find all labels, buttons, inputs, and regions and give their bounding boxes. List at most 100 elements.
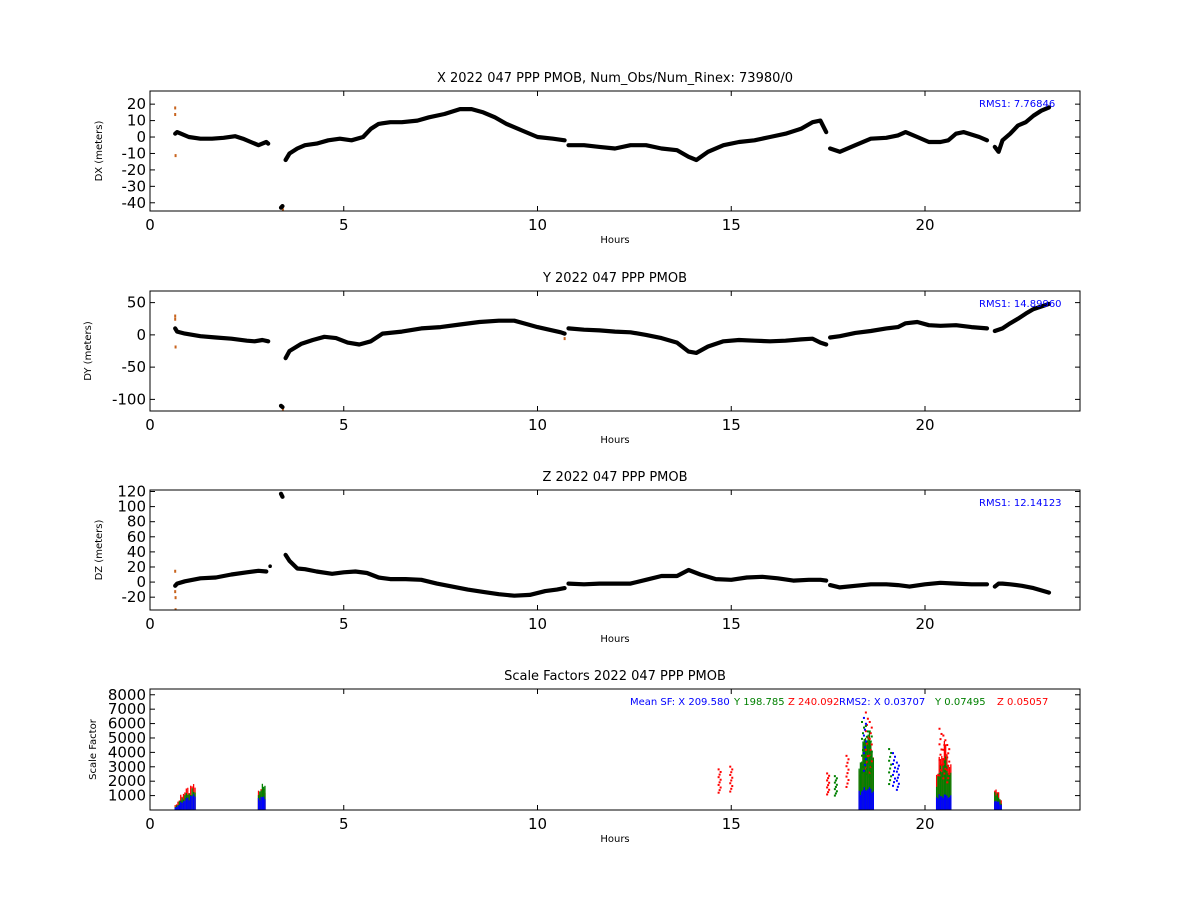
sf-spike-point bbox=[865, 751, 868, 754]
sf-spike-point bbox=[828, 781, 831, 784]
trace-segment-0 bbox=[173, 326, 271, 344]
trace-segment-5 bbox=[992, 301, 1052, 334]
rms-annotation: RMS1: 14.89960 bbox=[979, 299, 1062, 310]
sf-spike-point bbox=[942, 734, 945, 737]
sf-spike-point bbox=[862, 769, 865, 772]
sf-spike-point bbox=[834, 779, 837, 782]
sf-spike-point bbox=[893, 759, 895, 762]
plot-frame bbox=[149, 90, 1081, 212]
y-tick-label: 10 bbox=[127, 112, 146, 130]
sf-spikes-2 bbox=[862, 716, 900, 791]
trace-line bbox=[278, 204, 285, 210]
sf-spike-point bbox=[938, 743, 941, 746]
trace-segment-1 bbox=[278, 204, 285, 210]
sf-spike-point bbox=[943, 758, 946, 761]
y-tick-label: 0 bbox=[136, 573, 146, 591]
plot-frame bbox=[149, 688, 1081, 811]
sf-spike-point bbox=[869, 755, 872, 758]
sf-spike-point bbox=[729, 782, 732, 785]
sf-spike-point bbox=[846, 772, 849, 775]
sf-spike-point bbox=[888, 771, 891, 774]
sf-spike-point bbox=[845, 775, 848, 778]
trace-segment-1 bbox=[278, 403, 285, 410]
y-tick-label: 1000 bbox=[108, 787, 146, 805]
y-tick-label: -20 bbox=[122, 588, 147, 606]
y-tick-label: 20 bbox=[127, 558, 146, 576]
y-axis-label: DZ (meters) bbox=[94, 519, 105, 580]
x-tick-label: 20 bbox=[915, 615, 934, 633]
trace-line bbox=[828, 319, 990, 340]
sf-spike-point bbox=[864, 773, 867, 776]
sf-annotation: RMS2: X 0.03707 bbox=[839, 697, 925, 708]
sf-spike-point bbox=[948, 773, 951, 776]
sf-spike-point bbox=[868, 775, 871, 778]
x-tick-label: 20 bbox=[915, 416, 934, 434]
sf-spike-point bbox=[826, 793, 829, 796]
sf-spike-point bbox=[861, 754, 863, 757]
y-tick-label: 4000 bbox=[108, 743, 146, 761]
sf-spike-point bbox=[896, 767, 899, 770]
trace-line bbox=[283, 318, 567, 361]
sf-spike-point bbox=[942, 763, 945, 766]
outlier-point bbox=[174, 608, 177, 610]
sf-spike-point bbox=[864, 748, 867, 751]
sf-spike-point bbox=[729, 765, 732, 768]
rms-annotation: RMS1: 12.14123 bbox=[979, 498, 1062, 509]
sf-annotation: Y 198.785 bbox=[733, 697, 785, 708]
sf-spike-point bbox=[845, 765, 848, 768]
outlier-point bbox=[281, 208, 284, 211]
x-tick-label: 5 bbox=[339, 416, 349, 434]
outlier-point bbox=[174, 106, 177, 110]
trace-segment-4 bbox=[828, 319, 990, 340]
sf-spike-point bbox=[834, 785, 837, 788]
x-tick-label: 10 bbox=[528, 416, 547, 434]
sf-annotation: Z 240.092 bbox=[788, 697, 839, 708]
sf-spike-point bbox=[944, 753, 947, 756]
plot-area bbox=[174, 711, 1002, 810]
sf-spike-point bbox=[893, 770, 895, 773]
sf-spikes-1 bbox=[833, 720, 893, 797]
sf-spike-point bbox=[894, 777, 896, 780]
sf-spike-point bbox=[939, 738, 942, 741]
sf-spike-point bbox=[827, 784, 830, 787]
sf-spike-point bbox=[847, 768, 850, 771]
outlier-point bbox=[174, 113, 177, 117]
outlier-points bbox=[174, 106, 284, 211]
sf-spike-point bbox=[940, 732, 943, 735]
sf-spike-point bbox=[729, 773, 732, 776]
sf-spike-point bbox=[717, 768, 720, 771]
y-tick-label: 2000 bbox=[108, 772, 146, 790]
x-axis-label: Hours bbox=[600, 634, 629, 645]
sf-spike-point bbox=[730, 787, 733, 790]
sf-annotation: Y 0.07495 bbox=[934, 697, 986, 708]
sf-spike-point bbox=[861, 771, 863, 774]
sf-spike-point bbox=[870, 735, 873, 738]
trace-segment-3 bbox=[566, 326, 829, 355]
trace-line bbox=[173, 568, 269, 588]
sf-spikes-0 bbox=[717, 711, 951, 796]
plot-area bbox=[173, 491, 1052, 610]
sf-spike-point bbox=[868, 720, 871, 723]
sf-spike-point bbox=[866, 755, 869, 758]
panel-title: Scale Factors 2022 047 PPP PMOB bbox=[504, 669, 726, 684]
sf-spike-point bbox=[947, 752, 950, 755]
trace-line bbox=[173, 326, 271, 344]
sf-spike-point bbox=[730, 779, 733, 782]
sf-spike-point bbox=[868, 760, 871, 763]
sf-spike-point bbox=[731, 768, 734, 771]
sf-spike-point bbox=[892, 763, 894, 766]
sf-spike-point bbox=[827, 791, 830, 794]
sf-spike-point bbox=[730, 771, 733, 774]
sf-spike-point bbox=[895, 779, 898, 782]
y-tick-label: 0 bbox=[136, 326, 146, 344]
y-axis-label: Scale Factor bbox=[88, 718, 99, 780]
plot-frame bbox=[149, 489, 1081, 611]
y-tick-label: 80 bbox=[127, 513, 146, 531]
x-tick-label: 0 bbox=[145, 216, 155, 234]
sf-spike-point bbox=[864, 711, 867, 714]
trace-line bbox=[992, 301, 1052, 334]
sf-spike-point bbox=[865, 761, 868, 764]
sf-spike-point bbox=[865, 735, 868, 738]
panel-title: X 2022 047 PPP PMOB, Num_Obs/Num_Rinex: … bbox=[437, 71, 793, 86]
sf-spike-point bbox=[897, 773, 900, 776]
